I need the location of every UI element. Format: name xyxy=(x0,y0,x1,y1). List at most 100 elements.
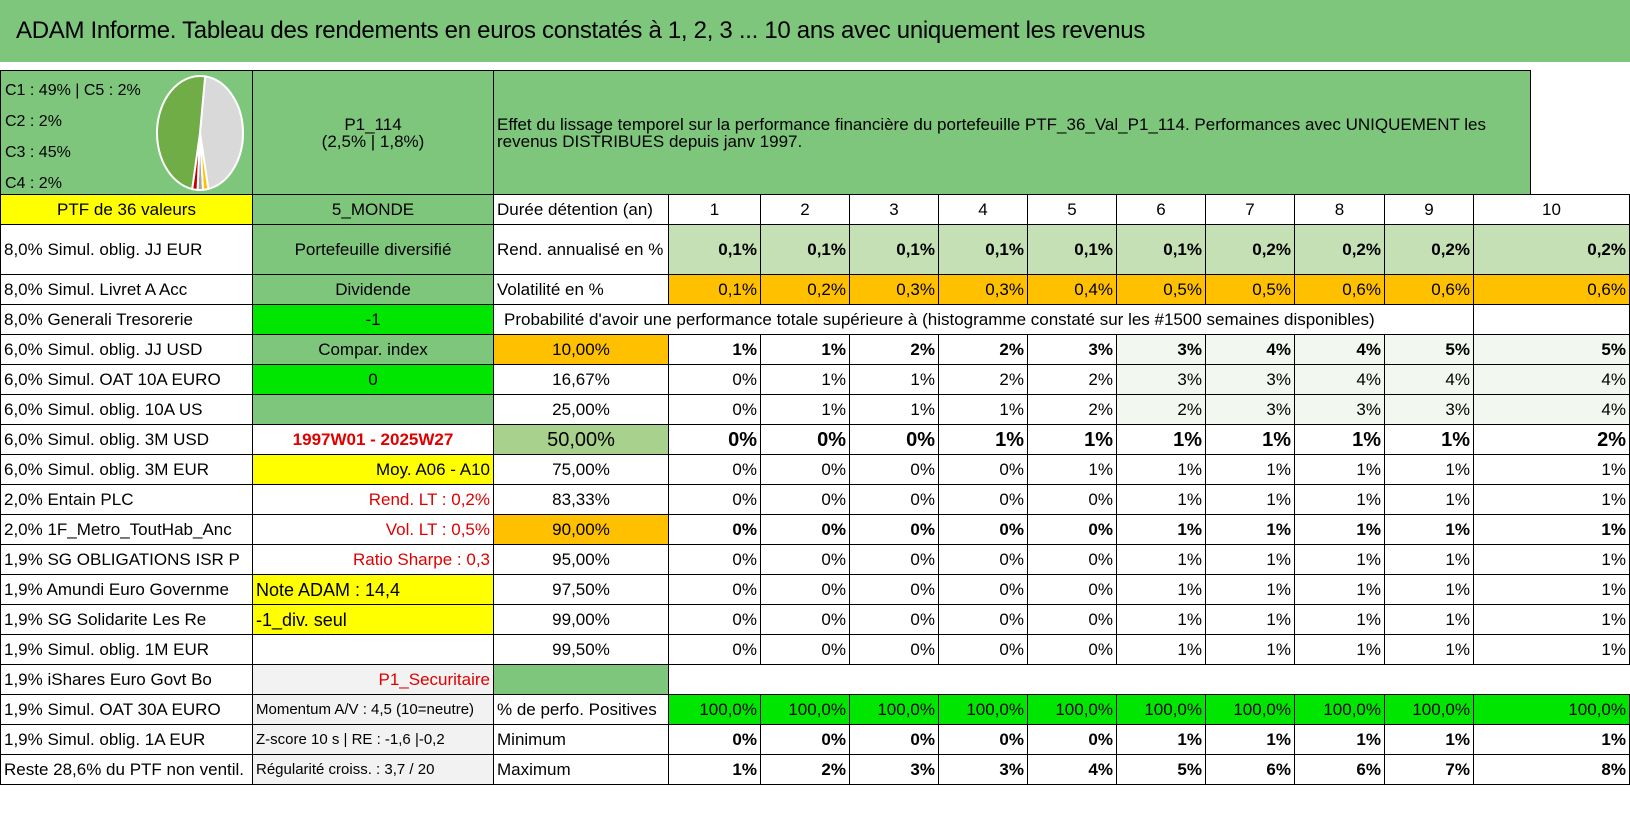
probability-value: 3% xyxy=(1205,394,1295,425)
probability-value: 1% xyxy=(1473,604,1630,635)
probability-value: 1% xyxy=(1473,634,1630,665)
probability-value: 0% xyxy=(668,574,761,605)
positive-value: 100,0% xyxy=(760,694,850,725)
probability-value: 1% xyxy=(1473,514,1630,545)
rend-value: 0,1% xyxy=(760,224,850,275)
allocation-label: C1 : 49% | C5 : 2% xyxy=(5,82,141,99)
probability-value: 1% xyxy=(1205,604,1295,635)
rend-value: 0,1% xyxy=(668,224,761,275)
regularity: Régularité croiss. : 3,7 / 20 xyxy=(252,754,494,785)
empty-cell xyxy=(1473,304,1630,335)
vol-value: 0,1% xyxy=(668,274,761,305)
max-value: 2% xyxy=(760,754,850,785)
year-header: 1 xyxy=(668,194,761,225)
table-row: 2,0% 1F_Metro_ToutHab_Anc Vol. LT : 0,5% 9… xyxy=(0,514,1630,545)
probability-value: 1% xyxy=(1384,634,1474,665)
probability-value: 3% xyxy=(1294,394,1385,425)
rend-label: Rend. annualisé en % xyxy=(493,224,669,275)
vol-value: 0,6% xyxy=(1473,274,1630,305)
probability-value: 1% xyxy=(1294,574,1385,605)
probability-value: 0% xyxy=(849,574,939,605)
probability-value: 2% xyxy=(938,364,1028,395)
probability-value: 1% xyxy=(1473,484,1630,515)
vol-value: 0,6% xyxy=(1294,274,1385,305)
year-header: 10 xyxy=(1473,194,1630,225)
probability-value: 4% xyxy=(1205,334,1295,365)
min-value: 1% xyxy=(1205,724,1295,755)
title-divider xyxy=(0,62,1630,70)
allocation-label: C2 : 2% xyxy=(5,113,62,130)
table-row: 6,0% Simul. oblig. JJ USD Compar. index 10… xyxy=(0,334,1630,365)
holding: 1,9% Simul. oblig. 1A EUR xyxy=(0,724,253,755)
year-header: 7 xyxy=(1205,194,1295,225)
probability-value: 0% xyxy=(849,634,939,665)
probability-value: 0% xyxy=(760,544,850,575)
holding: 1,9% Simul. OAT 30A EURO xyxy=(0,694,253,725)
vol-value: 0,3% xyxy=(849,274,939,305)
table-row: 8,0% Simul. oblig. JJ EUR Portefeuille di… xyxy=(0,224,1630,275)
long-term-return: Rend. LT : 0,2% xyxy=(252,484,494,515)
holding: 1,9% SG OBLIGATIONS ISR P xyxy=(0,544,253,575)
rend-value: 0,1% xyxy=(938,224,1028,275)
probability-value: 2% xyxy=(1027,364,1117,395)
probability-value: 3% xyxy=(1027,334,1117,365)
probability-value: 1% xyxy=(1205,454,1295,485)
probability-value: 1% xyxy=(1116,604,1206,635)
probability-value: 1% xyxy=(1205,514,1295,545)
probability-value: 0% xyxy=(938,514,1028,545)
probability-value: 1% xyxy=(1384,514,1474,545)
probability-value: 1% xyxy=(1205,484,1295,515)
rend-value: 0,2% xyxy=(1384,224,1474,275)
probability-value: 0% xyxy=(668,604,761,635)
probability-value: 2% xyxy=(1116,394,1206,425)
risk-profile: P1_Securitaire xyxy=(252,664,494,695)
portfolio-type: Portefeuille diversifié xyxy=(252,224,494,275)
probability-value: 1% xyxy=(1384,454,1474,485)
positive-value: 100,0% xyxy=(938,694,1028,725)
positive-value: 100,0% xyxy=(1027,694,1117,725)
pie-slice-c3 xyxy=(198,75,244,191)
probability-value: 1% xyxy=(1384,604,1474,635)
max-value: 5% xyxy=(1116,754,1206,785)
vol-value: 0,6% xyxy=(1384,274,1474,305)
max-value: 4% xyxy=(1027,754,1117,785)
table-row: 6,0% Simul. oblig. 3M USD 1997W01 - 2025W… xyxy=(0,424,1630,455)
probability-value: 3% xyxy=(1384,394,1474,425)
probability-value: 1% xyxy=(1294,604,1385,635)
portfolio-code: P1_114 xyxy=(344,114,402,134)
allocation-legend: C1 : 49% | C5 : 2% C2 : 2% C3 : 45% C4 : 2% xyxy=(5,75,141,194)
probability-value: 3% xyxy=(1116,334,1206,365)
positive-value: 100,0% xyxy=(1205,694,1295,725)
table-row: 1,9% Amundi Euro Governme Note ADAM : 14,… xyxy=(0,574,1630,605)
probability-value: 1% xyxy=(1205,424,1295,455)
probability-value: 2% xyxy=(1473,424,1630,455)
zone-label: 5_MONDE xyxy=(252,194,494,225)
holding: Reste 28,6% du PTF non ventil. xyxy=(0,754,253,785)
holding: 8,0% Generali Tresorerie xyxy=(0,304,253,335)
min-value: 0% xyxy=(1027,724,1117,755)
probability-value: 0% xyxy=(760,424,850,455)
returns-table: C1 : 49% | C5 : 2% C2 : 2% C3 : 45% C4 : 2%… xyxy=(0,70,1630,785)
probability-value: 1% xyxy=(1473,454,1630,485)
probability-value: 0% xyxy=(760,634,850,665)
max-value: 7% xyxy=(1384,754,1474,785)
sharpe-ratio: Ratio Sharpe : 0,3 xyxy=(252,544,494,575)
adam-score: Note ADAM : 14,4 xyxy=(252,574,494,605)
max-value: 3% xyxy=(849,754,939,785)
positive-value: 100,0% xyxy=(1473,694,1630,725)
probability-value: 0% xyxy=(1027,634,1117,665)
probability-value: 0% xyxy=(849,514,939,545)
probability-value: 0% xyxy=(668,424,761,455)
min-value: 1% xyxy=(1473,724,1630,755)
threshold: 99,50% xyxy=(493,634,669,665)
vol-label: Volatilité en % xyxy=(493,274,669,305)
probability-value: 1% xyxy=(1116,574,1206,605)
description: Effet du lissage temporel sur la perform… xyxy=(492,70,1532,195)
probability-value: 2% xyxy=(849,334,939,365)
probability-value: 1% xyxy=(1027,424,1117,455)
allocation-pie-chart xyxy=(156,75,244,191)
threshold: 90,00% xyxy=(493,514,669,545)
holding: 6,0% Simul. oblig. 3M USD xyxy=(0,424,253,455)
probability-value: 1% xyxy=(1205,634,1295,665)
probability-value: 1% xyxy=(1384,544,1474,575)
